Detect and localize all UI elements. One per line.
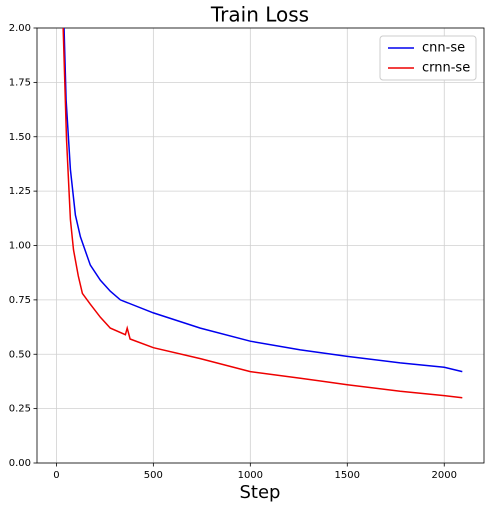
x-tick-label: 500 bbox=[144, 470, 163, 481]
legend-label: cnn-se bbox=[422, 41, 465, 56]
legend-label: crnn-se bbox=[422, 61, 470, 76]
y-tick-label: 0.75 bbox=[9, 295, 31, 306]
y-tick-label: 2.00 bbox=[9, 23, 31, 34]
x-tick-label: 1000 bbox=[238, 470, 263, 481]
plot-frame bbox=[36, 27, 485, 464]
y-tick-label: 0.00 bbox=[9, 458, 31, 469]
x-tick-label: 1500 bbox=[335, 470, 360, 481]
legend-box bbox=[379, 35, 477, 81]
y-tick-label: 0.25 bbox=[9, 404, 31, 415]
chart-title: Train Loss bbox=[210, 3, 309, 27]
x-tick-label: 0 bbox=[53, 470, 59, 481]
y-tick-label: 1.00 bbox=[9, 241, 31, 252]
series-line bbox=[62, 28, 463, 399]
x-tick-label: 2000 bbox=[432, 470, 457, 481]
y-tick-label: 0.50 bbox=[9, 349, 31, 360]
y-tick-label: 1.50 bbox=[9, 132, 31, 143]
series-line bbox=[63, 28, 463, 373]
y-tick-label: 1.25 bbox=[9, 186, 31, 197]
y-tick-label: 1.75 bbox=[9, 77, 31, 88]
x-axis-label: Step bbox=[240, 482, 281, 503]
plot-area bbox=[62, 28, 463, 399]
